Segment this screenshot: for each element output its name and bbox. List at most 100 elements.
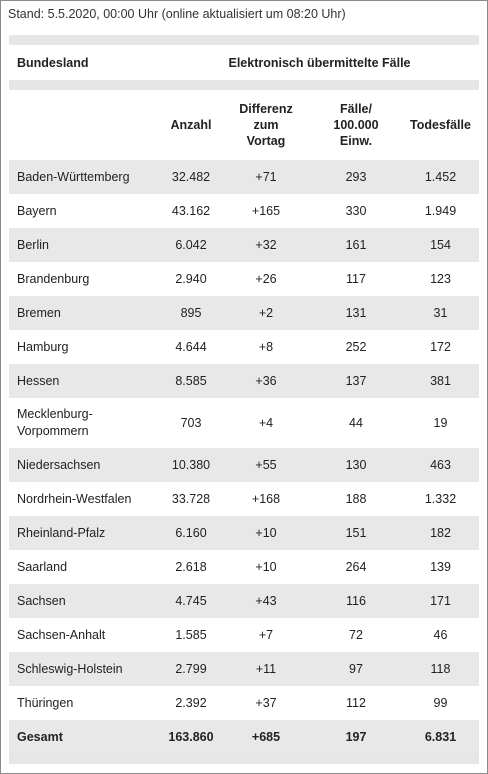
cell: 99	[433, 696, 448, 710]
cell: 123	[430, 272, 451, 286]
cell: +168	[251, 492, 281, 506]
header-cell: Fälle/100.000 Einw.	[310, 90, 402, 160]
state-name: Thüringen	[17, 695, 74, 710]
cell: +26	[255, 272, 277, 286]
cell: 10.380	[160, 448, 222, 482]
cell: +2	[222, 296, 310, 330]
cell: 463	[402, 448, 479, 482]
table-row: Bayern 43.162 +165 330 1.949	[9, 194, 479, 228]
header-line: Anzahl	[170, 118, 212, 132]
header-cell: Todesfälle	[402, 90, 479, 160]
state-name: Mecklenburg-Vorpommern	[17, 407, 93, 438]
cell: 895	[160, 296, 222, 330]
header-cell	[9, 90, 160, 160]
table-row: Mecklenburg-Vorpommern 703 +4 44 19	[9, 398, 479, 448]
cell: 171	[402, 584, 479, 618]
cell: 116	[310, 584, 402, 618]
cell: +10	[255, 560, 277, 574]
cell: 1.452	[402, 160, 479, 194]
table-row: Hamburg 4.644 +8 252 172	[9, 330, 479, 364]
cell: +71	[222, 160, 310, 194]
state-name: Bremen	[9, 296, 160, 330]
header-row: Bundesland Elektronisch übermittelte Fäl…	[9, 45, 479, 80]
cell: 264	[345, 560, 367, 574]
table-row: Niedersachsen 10.380 +55 130 463	[9, 448, 479, 482]
cell: +55	[222, 448, 310, 482]
header-line: Todesfälle	[410, 118, 471, 132]
cell: 46	[433, 628, 448, 642]
cell: 1.332	[424, 492, 457, 506]
table-row: Sachsen-Anhalt 1.585 +7 72 46	[9, 618, 479, 652]
cell: 31	[402, 296, 479, 330]
table-row: Nordrhein-Westfalen 33.728 +168 188 1.332	[9, 482, 479, 516]
table-row: Brandenburg 2.940 +26 117 123	[9, 262, 479, 296]
subheader-row: Anzahl Differenz zum Vortag Fälle/100.000 Ein…	[9, 90, 479, 160]
state-name: Gesamt	[9, 720, 160, 754]
header-cell: Bundesland	[17, 55, 89, 70]
cell: 112	[346, 696, 366, 710]
cell: 19	[433, 416, 448, 430]
cell: +37	[255, 696, 277, 710]
cell: 6.042	[160, 228, 222, 262]
header-line: Differenz	[239, 102, 293, 116]
header-cell: Differenz zum Vortag	[222, 90, 310, 160]
cell: 43.162	[171, 204, 211, 218]
state-name: Brandenburg	[17, 271, 90, 286]
table-row: Bremen 895 +2 131 31	[9, 296, 479, 330]
cell: +32	[222, 228, 310, 262]
cell: +165	[251, 204, 281, 218]
stripe	[9, 80, 479, 90]
cell: 118	[402, 652, 479, 686]
cell: 1.585	[175, 628, 207, 642]
table-row: Gesamt 163.860 +685 197 6.831	[9, 720, 479, 754]
stripe	[9, 35, 479, 45]
cell: 97	[310, 652, 402, 686]
cell: +10	[222, 516, 310, 550]
cell: 1.949	[424, 204, 457, 218]
header-cell: Anzahl	[160, 90, 222, 160]
table-row: Saarland 2.618 +10 264 139	[9, 550, 479, 584]
table-row: Hessen 8.585 +36 137 381	[9, 364, 479, 398]
header-line: Einw.	[339, 134, 373, 148]
cell: 197	[310, 720, 402, 754]
cell: 4.644	[175, 340, 207, 354]
cell: 2.940	[175, 272, 207, 286]
cell: 163.860	[160, 720, 222, 754]
state-name: Sachsen	[9, 584, 160, 618]
header-line: 100.000	[333, 118, 379, 132]
cell: 151	[310, 516, 402, 550]
cell: 2.799	[160, 652, 222, 686]
state-name: Sachsen-Anhalt	[17, 627, 106, 642]
state-name: Saarland	[17, 559, 68, 574]
cell: 117	[346, 272, 366, 286]
cell: 72	[349, 628, 363, 642]
table-row: Baden-Württemberg 32.482 +71 293 1.452	[9, 160, 479, 194]
cell: 293	[310, 160, 402, 194]
state-name: Nordrhein-Westfalen	[17, 491, 132, 506]
cell: 131	[310, 296, 402, 330]
cell: +685	[222, 720, 310, 754]
table-body: Bundesland Elektronisch übermittelte Fäl…	[9, 35, 479, 764]
cell: 161	[310, 228, 402, 262]
cell: 172	[430, 340, 451, 354]
header-line: zum	[253, 118, 279, 132]
cell: +7	[258, 628, 274, 642]
cell: 139	[430, 560, 451, 574]
table-row: Thüringen 2.392 +37 112 99	[9, 686, 479, 720]
cell: +11	[222, 652, 310, 686]
cell: 154	[402, 228, 479, 262]
cell: +8	[258, 340, 274, 354]
table-row: Sachsen 4.745 +43 116 171	[9, 584, 479, 618]
cell: +4	[258, 416, 274, 430]
cell: 33.728	[171, 492, 211, 506]
cell: 130	[310, 448, 402, 482]
cell: +43	[222, 584, 310, 618]
cell: +36	[222, 364, 310, 398]
cell: 188	[345, 492, 367, 506]
cell: 8.585	[160, 364, 222, 398]
cell: 2.618	[175, 560, 207, 574]
state-name: Hessen	[9, 364, 160, 398]
state-name: Schleswig-Holstein	[9, 652, 160, 686]
cell: 6.831	[402, 720, 479, 754]
